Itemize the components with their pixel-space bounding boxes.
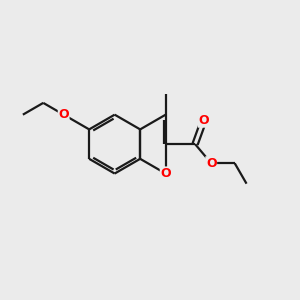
Text: O: O bbox=[160, 167, 171, 180]
Text: O: O bbox=[206, 157, 217, 170]
Text: O: O bbox=[58, 108, 69, 121]
Text: O: O bbox=[198, 114, 209, 127]
